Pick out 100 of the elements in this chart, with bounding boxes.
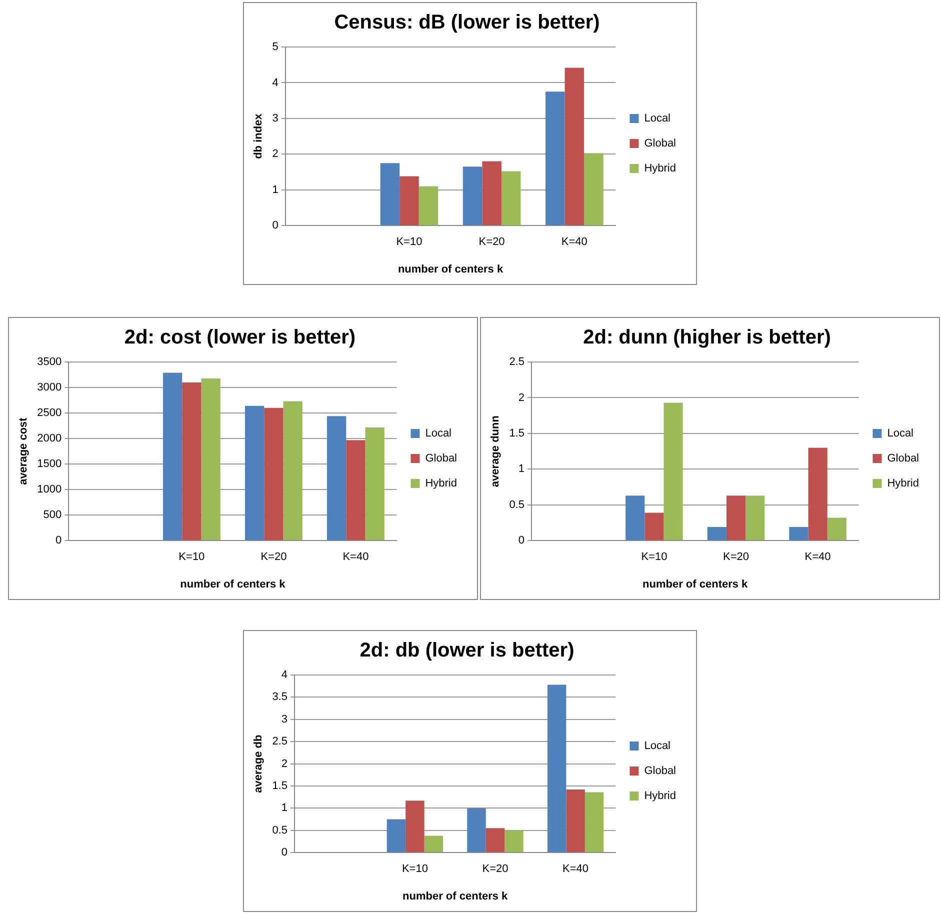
y-tick-label: 1.5 — [272, 780, 288, 792]
x-tick-label: K=10 — [178, 551, 205, 564]
y-tick-label: 4 — [272, 76, 278, 89]
bar — [789, 527, 808, 540]
bar — [564, 68, 584, 226]
x-tick-label: K=20 — [482, 863, 508, 876]
y-tick-label: 5 — [272, 41, 278, 54]
y-tick-label: 3000 — [37, 382, 62, 394]
chart-title: 2d: cost (lower is better) — [124, 326, 356, 349]
legend-label: Local — [425, 428, 452, 440]
legend-label: Local — [887, 428, 914, 440]
bar — [365, 427, 384, 540]
bar — [808, 448, 828, 540]
x-tick-label: K=40 — [342, 551, 369, 564]
x-tick-label: K=40 — [562, 863, 589, 876]
y-tick-label: 2 — [281, 758, 288, 770]
bar — [626, 496, 645, 540]
x-tick-label: K=40 — [804, 551, 831, 564]
y-tick-label: 500 — [43, 509, 62, 522]
bar — [326, 416, 346, 540]
bar — [547, 684, 566, 852]
bar — [400, 176, 419, 226]
bar — [746, 496, 765, 540]
bar — [264, 408, 284, 540]
chart-title: Census: dB (lower is better) — [334, 12, 600, 34]
legend-label: Global — [887, 452, 919, 465]
bar — [244, 406, 264, 540]
y-tick-label: 1500 — [37, 458, 62, 470]
y-tick-label: 3500 — [37, 356, 62, 368]
x-tick-label: K=10 — [396, 236, 422, 248]
bar — [486, 828, 505, 852]
y-tick-label: 2.5 — [509, 356, 524, 368]
y-tick-label: 4 — [281, 669, 288, 682]
bar — [424, 836, 444, 852]
y-axis-title: average cost — [18, 417, 30, 485]
y-tick-label: 2 — [518, 392, 524, 404]
y-tick-label: 1 — [281, 802, 288, 814]
legend-label: Hybrid — [425, 478, 457, 490]
bar — [726, 496, 746, 540]
bar — [482, 161, 502, 226]
chart-title: 2d: db (lower is better) — [360, 640, 574, 662]
y-tick-label: 1 — [272, 184, 278, 196]
y-tick-label: 0.5 — [509, 498, 524, 511]
x-axis-title: number of centers k — [402, 890, 509, 902]
x-tick-label: K=20 — [478, 236, 505, 248]
x-axis-title: number of centers k — [180, 578, 286, 590]
bar — [201, 378, 220, 540]
bar — [584, 153, 604, 226]
bar — [462, 166, 482, 226]
legend-label: Hybrid — [644, 162, 676, 175]
y-tick-label: 3 — [281, 713, 288, 726]
bar — [501, 171, 521, 226]
legend-label: Global — [644, 138, 676, 150]
bar — [386, 819, 406, 852]
y-tick-label: 1000 — [37, 484, 62, 496]
bar — [644, 512, 664, 540]
x-axis-title: number of centers k — [642, 578, 749, 590]
legend-label: Global — [644, 765, 676, 778]
x-tick-label: K=40 — [561, 236, 588, 248]
y-tick-label: 2 — [272, 148, 278, 160]
chart-title: 2d: dunn (higher is better) — [583, 326, 831, 349]
bar — [182, 382, 202, 540]
y-tick-label: 1.5 — [509, 427, 524, 440]
bar — [827, 518, 846, 540]
bar — [707, 527, 726, 540]
y-tick-label: 3 — [272, 112, 278, 124]
y-tick-label: 0 — [281, 846, 288, 859]
y-tick-label: 1 — [518, 463, 524, 476]
y-tick-label: 0 — [56, 534, 62, 547]
x-tick-label: K=20 — [723, 551, 749, 564]
legend-label: Local — [644, 112, 670, 125]
bar — [467, 808, 486, 852]
bar — [283, 401, 302, 540]
y-tick-label: 3.5 — [272, 691, 288, 704]
y-tick-label: 0 — [518, 534, 524, 547]
y-axis-title: db index — [252, 112, 265, 159]
x-tick-label: K=10 — [402, 863, 428, 876]
bar — [418, 186, 438, 226]
legend-label: Global — [425, 452, 457, 465]
y-tick-label: 2500 — [37, 407, 62, 420]
y-tick-label: 0.5 — [272, 824, 288, 836]
y-axis-title: average db — [252, 734, 265, 793]
x-axis-title: number of centers k — [398, 263, 504, 276]
legend-label: Hybrid — [887, 478, 919, 490]
legend-label: Local — [644, 740, 670, 752]
y-axis-title: average dunn — [490, 415, 502, 488]
bar — [406, 800, 424, 852]
bar — [566, 790, 585, 852]
bar — [664, 402, 683, 540]
y-tick-label: 0 — [272, 220, 278, 232]
legend-label: Hybrid — [644, 790, 676, 802]
bar — [584, 792, 604, 852]
x-tick-label: K=20 — [260, 551, 287, 564]
y-tick-label: 2.5 — [272, 736, 288, 748]
bar — [380, 163, 400, 226]
y-tick-label: 2000 — [37, 432, 62, 445]
x-tick-label: K=10 — [641, 551, 668, 564]
bar — [162, 372, 182, 540]
bar — [504, 830, 524, 852]
bar — [346, 440, 366, 540]
